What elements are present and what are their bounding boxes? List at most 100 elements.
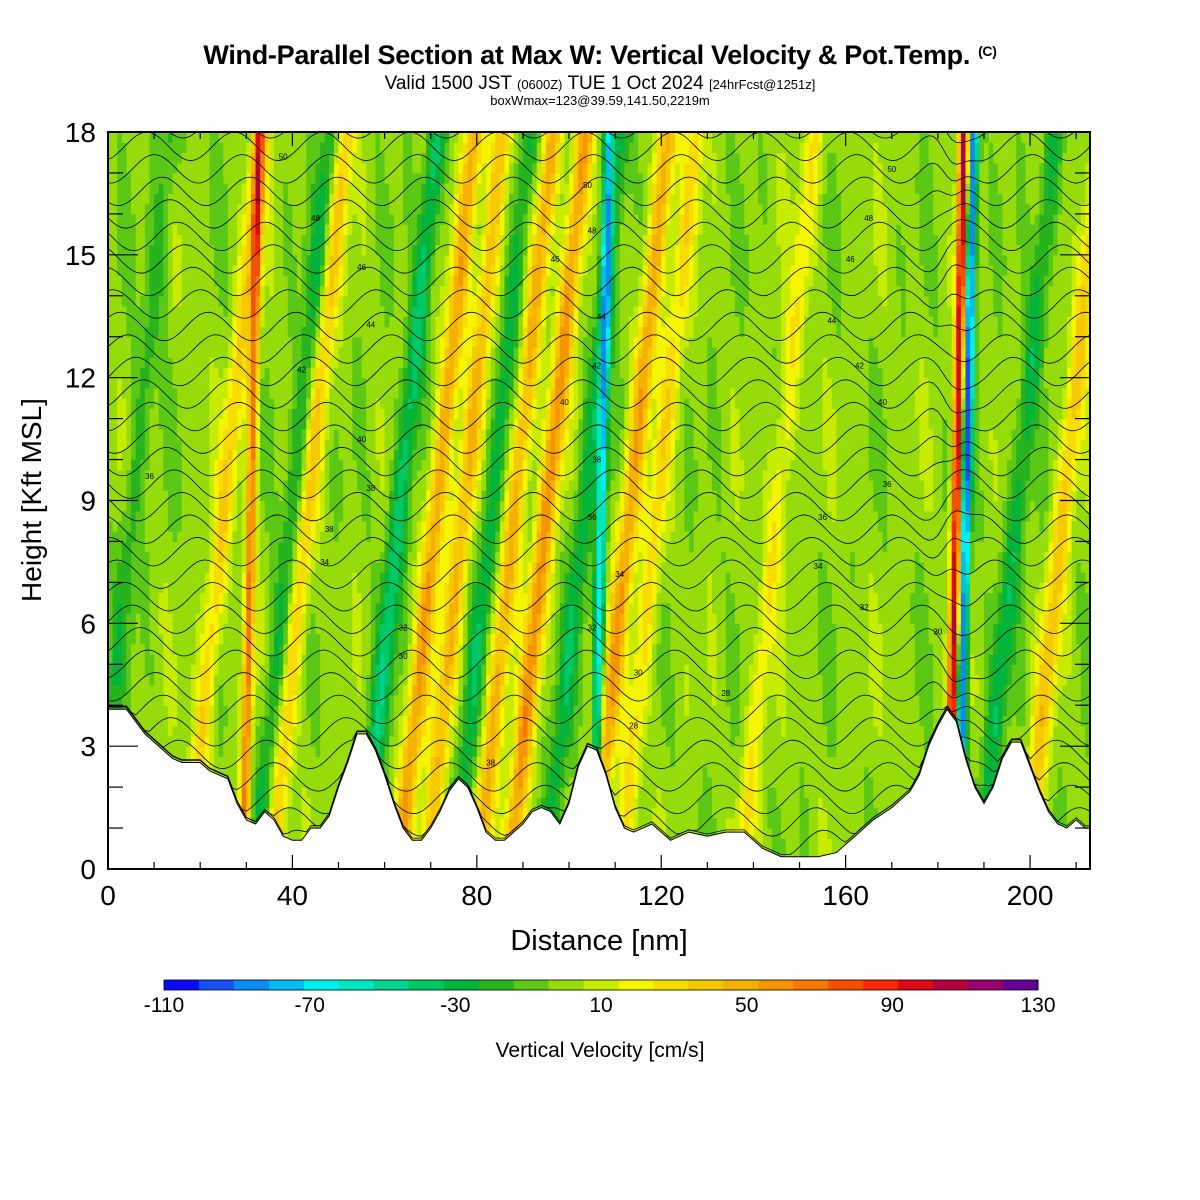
velocity-cell [343,531,349,543]
velocity-cell [108,193,114,205]
velocity-cell [190,551,197,563]
velocity-cell [117,572,123,583]
velocity-cell [154,694,160,706]
velocity-cell [204,490,211,502]
velocity-cell [306,735,312,747]
velocity-cell [347,623,353,635]
velocity-cell [121,295,128,307]
velocity-cell [255,531,261,543]
velocity-cell [361,684,367,696]
velocity-cell [329,756,335,768]
velocity-cell [287,807,294,819]
velocity-cell [117,193,123,205]
velocity-cell [306,541,312,553]
velocity-cell [375,613,381,624]
velocity-cell [264,510,270,522]
velocity-cell [389,152,395,164]
velocity-cell [195,244,201,256]
velocity-cell [227,643,234,655]
velocity-cell [421,613,427,624]
velocity-cell [108,234,114,246]
velocity-cell [361,224,367,235]
velocity-cell [356,602,363,614]
velocity-cell [204,439,211,450]
velocity-cell [214,367,220,379]
velocity-cell [255,664,261,676]
velocity-cell [195,725,201,737]
velocity-cell [144,203,151,215]
velocity-cell [306,500,312,512]
velocity-cell [389,316,395,328]
velocity-cell [214,654,220,665]
velocity-cell [380,756,386,768]
velocity-cell [384,449,390,461]
velocity-cell [241,715,247,727]
velocity-cell [181,387,187,399]
velocity-cell [237,623,243,635]
velocity-cell [126,213,132,225]
velocity-cell [315,224,321,235]
velocity-cell [421,664,427,676]
velocity-cell [172,213,178,225]
velocity-cell [324,561,330,573]
velocity-cell [403,316,409,328]
velocity-cell [292,715,298,727]
velocity-cell [181,418,187,430]
velocity-cell [135,326,141,338]
velocity-cell [306,490,312,502]
velocity-cell [163,694,169,706]
velocity-cell [278,510,284,522]
velocity-cell [112,346,118,358]
velocity-cell [269,459,275,471]
velocity-cell [283,787,289,798]
velocity-cell [232,295,238,307]
velocity-cell [375,132,381,143]
velocity-cell [269,500,275,512]
velocity-cell [241,490,247,502]
velocity-cell [237,459,243,471]
velocity-cell [366,674,372,686]
velocity-cell [144,213,151,225]
velocity-cell [384,295,390,307]
velocity-cell [255,633,261,645]
velocity-cell [301,510,307,522]
velocity-cell [172,459,178,471]
velocity-cell [393,500,400,512]
velocity-cell [269,551,275,563]
velocity-cell [333,674,340,686]
velocity-cell [393,674,400,686]
velocity-cell [144,459,151,471]
velocity-cell [218,756,224,768]
velocity-cell [126,613,132,624]
velocity-cell [186,326,192,338]
velocity-cell [177,183,183,195]
velocity-cell [287,408,294,420]
velocity-cell [347,510,353,522]
velocity-cell [255,582,261,594]
velocity-cell [343,439,349,450]
velocity-cell [250,561,257,573]
velocity-cell [320,705,326,717]
copyright-mark: (C) [978,43,997,59]
velocity-cell [135,336,141,348]
velocity-cell [398,203,404,215]
velocity-cell [384,582,390,594]
velocity-cell [250,387,257,399]
velocity-cell [158,244,164,256]
velocity-cell [246,398,252,409]
velocity-cell [209,387,215,399]
velocity-cell [269,776,275,788]
velocity-cell [407,449,413,461]
velocity-cell [149,572,155,583]
velocity-cell [246,490,252,502]
velocity-cell [126,541,132,553]
velocity-cell [329,346,335,358]
velocity-cell [154,357,160,369]
velocity-cell [195,357,201,369]
velocity-cell [352,377,358,389]
velocity-cell [384,705,390,717]
velocity-cell [310,213,317,225]
velocity-cell [140,244,146,256]
velocity-cell [255,172,261,184]
velocity-cell [416,613,423,624]
